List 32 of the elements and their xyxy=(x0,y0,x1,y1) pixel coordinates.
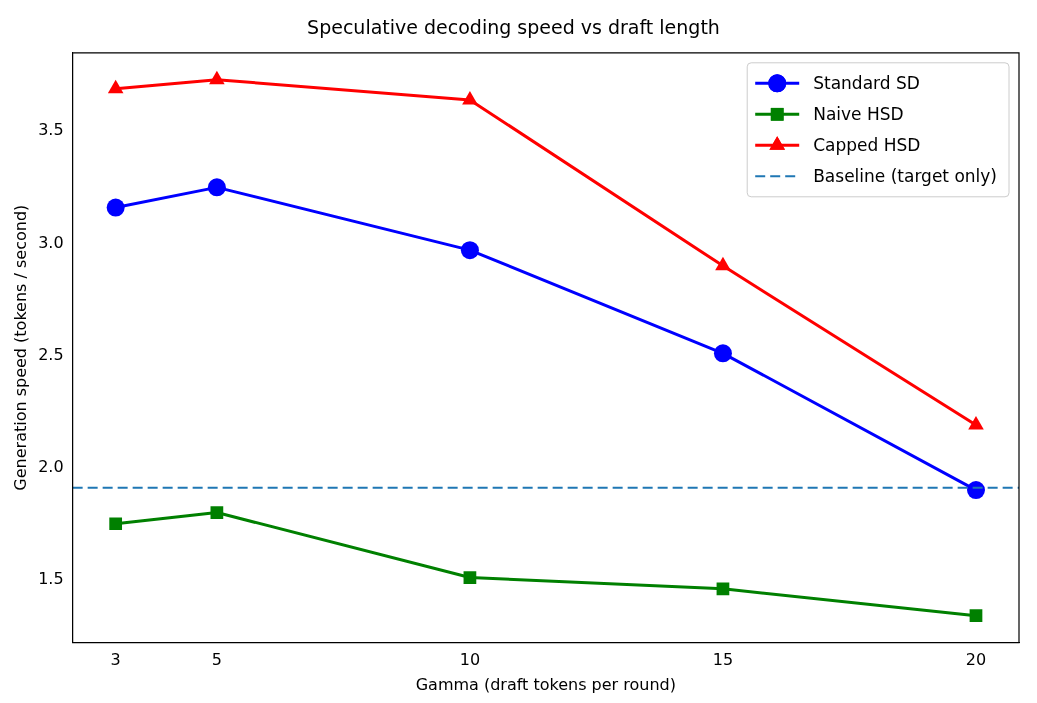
point xyxy=(463,571,477,584)
point xyxy=(968,416,984,430)
point xyxy=(966,481,985,500)
x-axis-title: Gamma (draft tokens per round) xyxy=(415,674,676,694)
point xyxy=(715,256,731,271)
y-tick-label: 2.0 xyxy=(38,456,64,476)
x-tick-label: 15 xyxy=(712,650,734,670)
chart-title: Speculative decoding speed vs draft length xyxy=(307,16,720,39)
point xyxy=(106,198,125,217)
legend-label: Standard SD xyxy=(813,72,920,93)
point xyxy=(207,178,226,197)
point xyxy=(460,241,479,260)
x-tick-label: 10 xyxy=(459,650,481,670)
y-tick-label: 2.5 xyxy=(38,344,64,364)
x-tick-label: 3 xyxy=(110,650,121,670)
point xyxy=(969,609,983,623)
x-tick-label: 20 xyxy=(965,650,987,670)
y-tick-label: 3.0 xyxy=(38,232,64,252)
point xyxy=(713,344,732,363)
point xyxy=(716,582,730,596)
x-tick-label: 5 xyxy=(211,650,222,670)
legend-label: Capped HSD xyxy=(813,134,921,155)
point xyxy=(462,90,478,105)
point xyxy=(109,517,123,531)
point xyxy=(209,70,225,85)
point xyxy=(107,79,124,94)
legend-label: Naive HSD xyxy=(813,103,904,124)
y-axis-title: Generation speed (tokens / second) xyxy=(10,204,30,491)
point xyxy=(210,506,224,519)
legend-label: Baseline (target only) xyxy=(813,165,997,186)
y-tick-label: 3.5 xyxy=(38,120,64,140)
y-tick-label: 1.5 xyxy=(38,568,64,588)
